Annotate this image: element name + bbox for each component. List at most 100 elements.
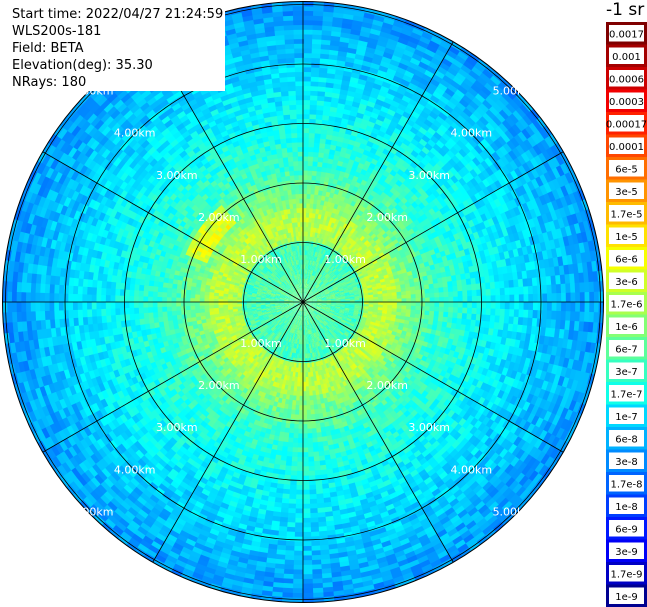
heatmap-cell bbox=[309, 259, 313, 266]
heatmap-cell bbox=[575, 292, 581, 304]
heatmap-cell bbox=[311, 270, 315, 276]
heatmap-cell bbox=[310, 90, 319, 96]
heatmap-cell bbox=[305, 278, 308, 284]
heatmap-cell bbox=[325, 235, 330, 242]
heatmap-cell bbox=[371, 23, 384, 32]
heatmap-cell bbox=[373, 14, 386, 23]
heatmap-cell bbox=[385, 42, 398, 51]
heatmap-cell bbox=[303, 249, 306, 256]
heatmap-cell bbox=[303, 99, 311, 105]
heatmap-cell bbox=[378, 64, 390, 73]
heatmap-cell bbox=[323, 239, 329, 246]
heatmap-cell bbox=[303, 287, 305, 293]
heatmap-cell bbox=[322, 249, 327, 255]
heatmap-cell bbox=[410, 302, 417, 307]
heatmap-cell bbox=[303, 278, 305, 284]
heatmap-cell bbox=[310, 193, 315, 200]
heatmap-cell bbox=[319, 138, 327, 145]
heatmap-cell bbox=[570, 292, 576, 304]
heatmap-cell bbox=[333, 213, 339, 220]
heatmap-cell bbox=[309, 113, 317, 120]
heatmap-cell bbox=[305, 287, 308, 294]
heatmap-cell bbox=[307, 235, 311, 242]
heatmap-cell bbox=[307, 160, 314, 167]
heatmap-cell bbox=[314, 251, 318, 257]
heatmap-cell bbox=[316, 242, 321, 248]
heatmap-cell bbox=[457, 307, 464, 314]
heatmap-cell bbox=[332, 16, 345, 24]
heatmap-cell bbox=[303, 24, 314, 30]
heatmap-cell bbox=[303, 245, 306, 251]
heatmap-cell bbox=[401, 294, 407, 299]
heatmap-cell bbox=[406, 294, 412, 299]
heatmap-cell bbox=[542, 302, 548, 312]
heatmap-cell bbox=[471, 307, 478, 315]
heatmap-cell bbox=[307, 269, 311, 275]
heatmap-cell bbox=[320, 48, 331, 55]
heatmap-cell bbox=[314, 256, 318, 262]
heatmap-cell bbox=[319, 67, 329, 74]
heatmap-cell bbox=[320, 248, 325, 255]
heatmap-cell bbox=[303, 15, 315, 21]
heatmap-cell bbox=[306, 288, 309, 294]
heatmap-cell bbox=[593, 291, 600, 304]
heatmap-cell bbox=[304, 278, 306, 284]
heatmap-cell bbox=[303, 71, 312, 77]
heatmap-cell bbox=[443, 302, 450, 308]
heatmap-cell bbox=[323, 224, 329, 231]
heatmap-cell bbox=[316, 109, 324, 116]
heatmap-cell bbox=[314, 137, 321, 144]
heatmap-cell bbox=[307, 174, 313, 181]
heatmap-cell bbox=[370, 111, 380, 120]
heatmap-cell bbox=[359, 297, 365, 301]
heatmap-cell bbox=[306, 278, 309, 284]
heatmap-cell bbox=[304, 282, 306, 289]
heatmap-cell bbox=[466, 290, 473, 297]
heatmap-cell bbox=[384, 72, 396, 81]
heatmap-cell bbox=[324, 91, 334, 98]
heatmap-cell bbox=[309, 279, 313, 285]
heatmap-cell bbox=[323, 100, 332, 107]
heatmap-cell bbox=[320, 53, 331, 60]
heatmap-cell bbox=[368, 116, 378, 124]
heatmap-cell bbox=[376, 94, 387, 103]
heatmap-cell bbox=[338, 93, 348, 101]
heatmap-cell bbox=[330, 168, 337, 175]
heatmap-cell bbox=[368, 32, 381, 41]
heatmap-cell bbox=[303, 123, 310, 129]
heatmap-cell bbox=[322, 11, 335, 18]
heatmap-cell bbox=[438, 292, 445, 298]
heatmap-cell bbox=[335, 111, 344, 119]
heatmap-cell bbox=[321, 190, 327, 197]
heatmap-cell bbox=[327, 221, 333, 228]
heatmap-cell bbox=[303, 62, 313, 68]
heatmap-cell bbox=[462, 302, 468, 309]
heatmap-cell bbox=[318, 247, 323, 254]
heatmap-cell bbox=[333, 154, 341, 161]
heatmap-cell bbox=[480, 289, 487, 297]
heatmap-cell bbox=[303, 57, 313, 63]
heatmap-cell bbox=[584, 302, 590, 314]
heatmap-cell bbox=[329, 172, 336, 180]
heatmap-cell bbox=[303, 282, 306, 288]
heatmap-cell bbox=[561, 292, 567, 304]
heatmap-cell bbox=[330, 101, 339, 108]
heatmap-cell bbox=[379, 60, 391, 69]
heatmap-cell bbox=[499, 287, 506, 296]
heatmap-cell bbox=[306, 245, 310, 251]
heatmap-cell bbox=[335, 145, 343, 152]
heatmap-cell bbox=[303, 165, 309, 171]
heatmap-cell bbox=[313, 265, 317, 272]
heatmap-cell bbox=[307, 165, 314, 171]
heatmap-cell bbox=[371, 87, 382, 95]
heatmap-cell bbox=[309, 123, 317, 129]
heatmap-cell bbox=[565, 302, 572, 313]
heatmap-cell bbox=[330, 35, 342, 42]
heatmap-cell bbox=[333, 121, 342, 128]
heatmap-cell bbox=[303, 141, 310, 148]
heatmap-cell bbox=[420, 302, 426, 307]
heatmap-cell bbox=[316, 199, 322, 205]
heatmap-cell bbox=[303, 292, 305, 298]
heatmap-cell bbox=[306, 264, 309, 270]
heatmap-cell bbox=[457, 302, 464, 309]
